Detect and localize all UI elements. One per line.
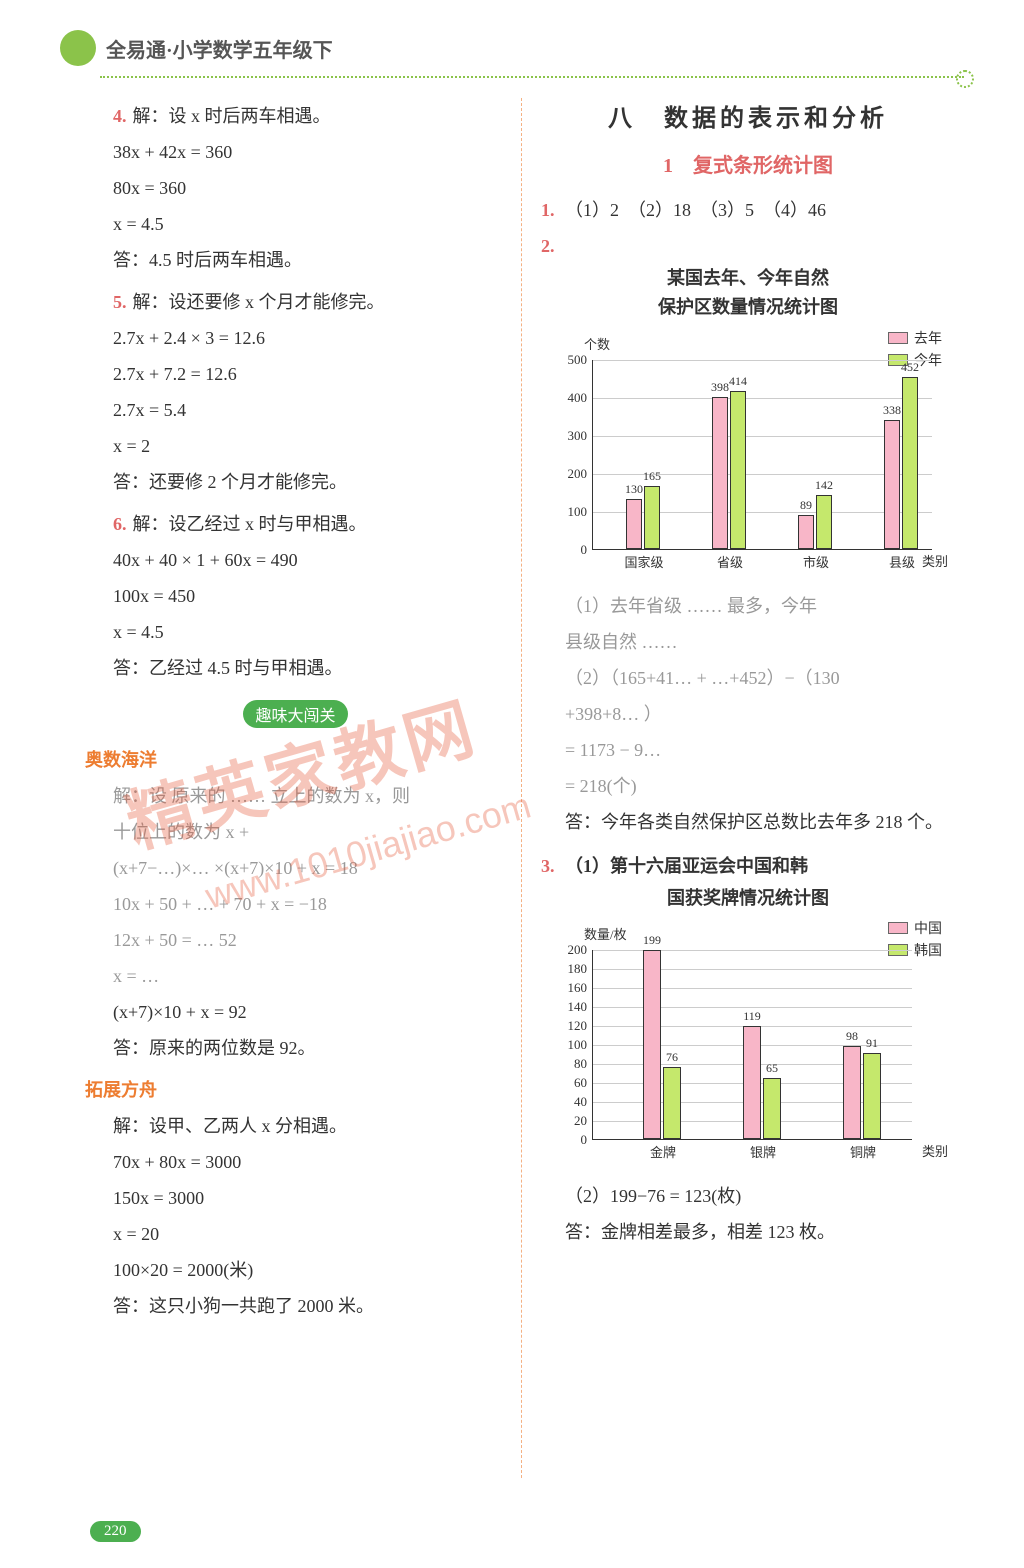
aoshu-answer: 答：原来的两位数是 92。: [113, 1030, 506, 1066]
book-title: 全易通·小学数学五年级下: [106, 34, 333, 63]
equation-line: 2.7x + 2.4 × 3 = 12.6: [113, 320, 506, 356]
chart2-title-1: （1）第十六届亚运会中国和韩: [565, 856, 808, 876]
aoshu-line: (x+7)×10 + x = 92: [113, 994, 506, 1030]
equation-line: 38x + 42x = 360: [113, 134, 506, 170]
header-divider: [100, 76, 964, 78]
page-body: 4. 解：设 x 时后两车相遇。 38x + 42x = 360 80x = 36…: [0, 78, 1024, 1478]
q3-row: 3. （1）第十六届亚运会中国和韩: [541, 848, 959, 884]
right-column: 八 数据的表示和分析 1 复式条形统计图 1. （1）2 （2）18 （3）5 …: [522, 98, 974, 1478]
q1-text: （1）2 （2）18 （3）5 （4）46: [565, 200, 826, 220]
fun-badge: 趣味大闯关: [243, 700, 347, 728]
unit-title: 八 数据的表示和分析: [537, 98, 959, 133]
chart-2: 数量/枚 中国韩国 020406080100120140160180200199…: [548, 918, 948, 1168]
equation-line: 2.7x = 5.4: [113, 392, 506, 428]
chart1-ylabel: 个数: [584, 334, 610, 353]
aoshu-line: 十位上的数为 x +: [113, 814, 506, 850]
equation-line: 70x + 80x = 3000: [113, 1144, 506, 1180]
problem-number: 4.: [113, 106, 127, 126]
equation-line: 80x = 360: [113, 170, 506, 206]
problem-answer: 答：乙经过 4.5 时与甲相遇。: [113, 650, 506, 686]
aoshu-line: x = …: [113, 958, 506, 994]
problem-4: 4. 解：设 x 时后两车相遇。 38x + 42x = 360 80x = 36…: [85, 98, 506, 278]
aoshu-line: 解：设 原来的 …… 立上的数为 x，则: [113, 778, 506, 814]
chart2-area: 02040608010012014016018020019976金牌11965银…: [592, 950, 912, 1140]
problem-answer: 答：还要修 2 个月才能修完。: [113, 464, 506, 500]
q2-answer: 答：今年各类自然保护区总数比去年多 218 个。: [565, 804, 959, 840]
problem-head: 解：设 x 时后两车相遇。: [133, 106, 331, 126]
chart2-xlabel: 类别: [922, 1141, 948, 1160]
aoshu-line: (x+7−…)×… ×(x+7)×10 + x = 18: [113, 850, 506, 886]
chart1-title: 某国去年、今年自然 保护区数量情况统计图: [537, 264, 959, 322]
q2-line: = 1173 − 9…: [565, 732, 959, 768]
q2-row: 2.: [541, 228, 959, 264]
equation-line: 100x = 450: [113, 578, 506, 614]
aoshu-label: 奥数海洋: [85, 746, 506, 772]
q2-line: +398+8… ）: [565, 696, 959, 732]
legend-item: 去年: [888, 328, 942, 348]
problem-5: 5. 解：设还要修 x 个月才能修完。 2.7x + 2.4 × 3 = 12.6…: [85, 284, 506, 500]
equation-line: 150x = 3000: [113, 1180, 506, 1216]
legend-item: 中国: [888, 918, 942, 938]
chart-1: 个数 去年今年 0100200300400500130165国家级398414省…: [548, 328, 948, 578]
chart2-title-2: 国获奖牌情况统计图: [537, 884, 959, 913]
aoshu-line: 10x + 50 + … + 70 + x = −18: [113, 886, 506, 922]
page-header: 全易通·小学数学五年级下: [0, 0, 1024, 76]
equation-line: 2.7x + 7.2 = 12.6: [113, 356, 506, 392]
equation-line: x = 2: [113, 428, 506, 464]
tuozhan-head: 解：设甲、乙两人 x 分相遇。: [113, 1108, 506, 1144]
problem-number: 1.: [541, 200, 555, 220]
mascot-icon: [60, 30, 96, 66]
left-column: 4. 解：设 x 时后两车相遇。 38x + 42x = 360 80x = 36…: [70, 98, 522, 1478]
q3-line: （2）199−76 = 123(枚): [565, 1178, 959, 1214]
page-number: 220: [90, 1521, 141, 1542]
chart1-area: 0100200300400500130165国家级398414省级89142市级…: [592, 360, 932, 550]
equation-line: 40x + 40 × 1 + 60x = 490: [113, 542, 506, 578]
q2-line: （2）（165+41… + …+452）−（130: [565, 660, 959, 696]
q3-answer: 答：金牌相差最多，相差 123 枚。: [565, 1214, 959, 1250]
problem-number: 6.: [113, 514, 127, 534]
aoshu-line: 12x + 50 = … 52: [113, 922, 506, 958]
equation-line: x = 4.5: [113, 614, 506, 650]
tuozhan-answer: 答：这只小狗一共跑了 2000 米。: [113, 1288, 506, 1324]
chart2-ylabel: 数量/枚: [584, 924, 627, 943]
problem-head: 解：设乙经过 x 时与甲相遇。: [133, 514, 367, 534]
q2-line: 县级自然 ……: [565, 624, 959, 660]
problem-answer: 答：4.5 时后两车相遇。: [113, 242, 506, 278]
equation-line: 100×20 = 2000(米): [113, 1252, 506, 1288]
problem-number: 5.: [113, 292, 127, 312]
problem-head: 解：设还要修 x 个月才能修完。: [133, 292, 385, 312]
tuozhan-label: 拓展方舟: [85, 1076, 506, 1102]
q2-line: （1）去年省级 …… 最多，今年: [565, 588, 959, 624]
equation-line: x = 20: [113, 1216, 506, 1252]
q2-line: = 218(个): [565, 768, 959, 804]
problem-number: 3.: [541, 856, 555, 876]
problem-number: 2.: [541, 236, 555, 256]
problem-6: 6. 解：设乙经过 x 时与甲相遇。 40x + 40 × 1 + 60x = 4…: [85, 506, 506, 686]
q1-answers: 1. （1）2 （2）18 （3）5 （4）46: [541, 192, 959, 228]
section-title: 1 复式条形统计图: [537, 149, 959, 178]
equation-line: x = 4.5: [113, 206, 506, 242]
chart1-xlabel: 类别: [922, 551, 948, 570]
